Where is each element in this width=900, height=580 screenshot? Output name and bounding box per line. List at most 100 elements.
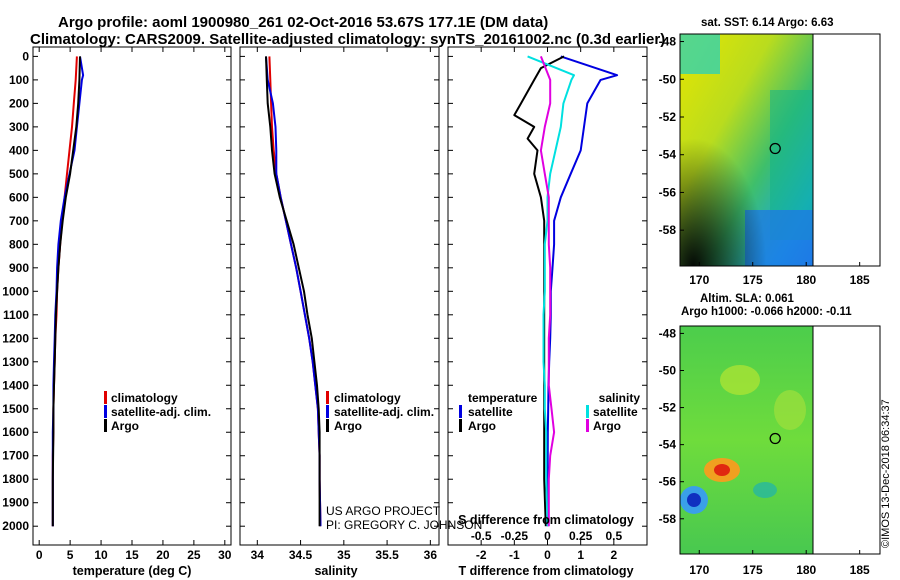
depth-tick-label: 1100 xyxy=(3,308,29,322)
legend-swatch-climatology xyxy=(326,391,329,404)
sst-map-shading xyxy=(680,34,813,266)
x-tick-label: 30 xyxy=(218,548,232,562)
depth-tick-label: 100 xyxy=(9,73,29,87)
depth-tick-label: 1300 xyxy=(2,355,29,369)
difference-legend: temperature salinity satellite Argo sate… xyxy=(459,391,640,433)
legend-climatology-label: climatology xyxy=(111,391,178,405)
sla-map-field xyxy=(680,326,813,554)
x-tick-label: 34 xyxy=(251,548,265,562)
x2-tick-label: 0 xyxy=(544,529,551,543)
map-lon-label: 175 xyxy=(743,273,763,287)
map-lat-label: -54 xyxy=(659,438,677,452)
sla-map-title-1: Altim. SLA: 0.061 xyxy=(700,293,795,305)
series-line-satellite-adj-clim- xyxy=(265,56,322,527)
legend-salinity-heading: salinity xyxy=(599,391,641,405)
header-line1: Argo profile: aoml 1900980_261 02-Oct-20… xyxy=(58,14,548,31)
depth-tick-label: 900 xyxy=(9,261,29,275)
sla-map-low-anomaly xyxy=(753,482,777,498)
credit-project: US ARGO PROJECT xyxy=(326,504,441,518)
difference-plot: -2 -1 0 1 2 -0.5 -0.25 0 0.25 0.5 xyxy=(448,47,647,562)
sst-map-empty-area xyxy=(812,33,881,267)
map-lat-label: -50 xyxy=(659,363,677,377)
map-lon-label: 170 xyxy=(689,563,709,577)
map-lat-label: -56 xyxy=(659,475,677,489)
x-tick-label: 0 xyxy=(544,548,551,562)
x-tick-label: -1 xyxy=(509,548,520,562)
x-tick-label: 15 xyxy=(125,548,139,562)
series-line-s-argo xyxy=(539,56,556,527)
legend-swatch-argo xyxy=(104,419,107,432)
legend-climatology-label: climatology xyxy=(334,391,401,405)
x-tick-label: 5 xyxy=(67,548,74,562)
legend-swatch-argo xyxy=(326,419,329,432)
depth-tick-label: 800 xyxy=(9,237,29,251)
depth-tick-label: 1600 xyxy=(2,425,29,439)
map-lat-label: -52 xyxy=(659,110,677,124)
legend-swatch-s-argo xyxy=(586,419,589,432)
depth-tick-label: 1900 xyxy=(2,496,29,510)
panel-frames xyxy=(32,46,648,546)
map-lon-label: 180 xyxy=(796,563,816,577)
legend-swatch-climatology xyxy=(104,391,107,404)
x-tick-label: -2 xyxy=(476,548,487,562)
map-lon-label: 175 xyxy=(743,563,763,577)
sla-map-weak-anomaly xyxy=(774,390,806,430)
depth-tick-label: 1400 xyxy=(2,378,29,392)
depth-tick-label: 1000 xyxy=(2,284,29,298)
legend-s-satellite-label: satellite xyxy=(593,405,638,419)
series-line-argo xyxy=(265,56,321,527)
x2-tick-label: -0.5 xyxy=(471,529,492,543)
depth-tick-label: 600 xyxy=(9,190,29,204)
series-line-t-satellite xyxy=(546,55,619,527)
depth-tick-label: 1500 xyxy=(2,402,29,416)
sla-map-weak-anomaly xyxy=(720,365,760,395)
x2-tick-label: -0.25 xyxy=(501,529,529,543)
x-tick-label: 35.5 xyxy=(375,548,399,562)
x2-tick-label: 0.5 xyxy=(605,529,622,543)
salinity-panel-frame xyxy=(239,46,440,546)
legend-temperature-heading: temperature xyxy=(468,391,538,405)
sla-map-high-anomaly-core xyxy=(714,464,730,476)
depth-tick-label: 400 xyxy=(9,143,29,157)
legend-satellite-label: satellite-adj. clim. xyxy=(111,405,211,419)
series-line-climatology xyxy=(268,56,322,527)
copyright-stamp: ©IMOS 13-Dec-2018 06:34:37 xyxy=(880,399,892,548)
x-tick-label: 1 xyxy=(577,548,584,562)
map-lon-label: 170 xyxy=(689,273,709,287)
map-lon-label: 185 xyxy=(850,273,870,287)
legend-swatch-satellite xyxy=(104,405,107,418)
map-axis-labels: -48 -50 -52 -54 -56 -58 170 175 180 185 -48 -50 -52 -… xyxy=(659,35,870,577)
sla-map-low-anomaly-core xyxy=(687,493,701,507)
depth-tick-label: 0 xyxy=(22,49,29,63)
s-difference-axis-label: S difference from climatology xyxy=(458,513,634,527)
depth-tick-label: 1800 xyxy=(2,472,29,486)
temperature-axis-label: temperature (deg C) xyxy=(73,564,192,578)
legend-s-argo-label: Argo xyxy=(593,419,621,433)
legend-satellite-label: satellite-adj. clim. xyxy=(334,405,434,419)
argo-location-marker xyxy=(769,142,781,155)
credit-pi: PI: GREGORY C. JOHNSON xyxy=(326,518,482,532)
map-lat-label: -56 xyxy=(659,185,677,199)
x-tick-label: 25 xyxy=(187,548,201,562)
salinity-legend: climatology satellite-adj. clim. Argo xyxy=(326,391,434,433)
legend-swatch-satellite xyxy=(326,405,329,418)
depth-tick-label: 700 xyxy=(9,214,29,228)
depth-axis-labels: 0 100 200 300 400 500 600 700 800 900 1000 1100 1200… xyxy=(2,49,29,533)
sla-map-title-2: Argo h1000: -0.066 h2000: -0.11 xyxy=(681,306,852,318)
map-lat-label: -48 xyxy=(659,326,677,340)
depth-tick-label: 200 xyxy=(9,96,29,110)
x-tick-label: 10 xyxy=(94,548,108,562)
legend-argo-label: Argo xyxy=(334,419,362,433)
map-lon-label: 180 xyxy=(796,273,816,287)
legend-swatch-t-satellite xyxy=(459,405,462,418)
x-tick-label: 34.5 xyxy=(289,548,313,562)
sla-map-empty-area xyxy=(812,325,881,555)
legend-swatch-t-argo xyxy=(459,419,462,432)
map-lat-label: -54 xyxy=(659,148,677,162)
legend-t-satellite-label: satellite xyxy=(468,405,513,419)
series-line-s-satellite xyxy=(527,55,575,527)
salinity-plot: 34 34.5 35 35.5 36 xyxy=(240,47,439,562)
x-tick-label: 0 xyxy=(36,548,43,562)
temperature-legend: climatology satellite-adj. clim. Argo xyxy=(104,391,211,433)
map-lat-label: -48 xyxy=(659,35,677,49)
